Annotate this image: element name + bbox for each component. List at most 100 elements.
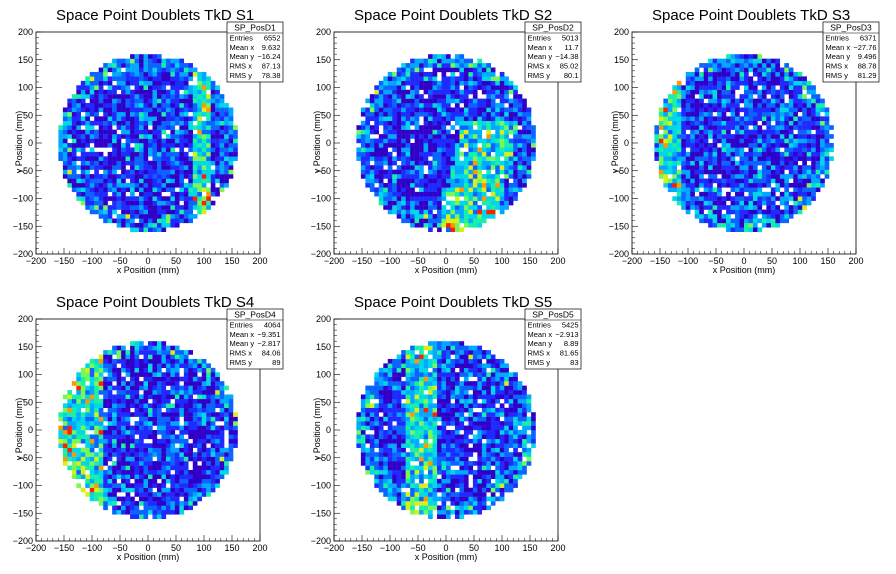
heatmap-bin [143, 71, 149, 77]
heatmap-bin [224, 147, 229, 153]
heatmap-bin [103, 200, 108, 206]
heatmap-bin [468, 178, 474, 184]
heatmap-bin [134, 187, 140, 193]
heatmap-bin [761, 94, 767, 99]
heatmap-bin [495, 107, 500, 113]
heatmap-bin [423, 80, 429, 86]
heatmap-bin [183, 394, 189, 400]
heatmap-bin [76, 425, 81, 431]
heatmap-bin [779, 129, 785, 135]
heatmap-bin [396, 147, 402, 153]
heatmap-bin [490, 209, 496, 215]
heatmap-bin [793, 174, 798, 179]
heatmap-bin [410, 174, 415, 179]
heatmap-bin [378, 196, 384, 201]
heatmap-bin [143, 160, 149, 166]
heatmap-bin [699, 205, 704, 210]
heatmap-bin [174, 80, 180, 86]
heatmap-bin [107, 474, 113, 480]
heatmap-bin [806, 151, 812, 157]
heatmap-bin [161, 129, 167, 135]
heatmap-bin [183, 443, 189, 448]
heatmap-bin [730, 174, 736, 179]
heatmap-bin [197, 182, 202, 188]
heatmap-bin [703, 187, 709, 193]
heatmap-bin [748, 67, 754, 73]
heatmap-bin [477, 147, 483, 153]
heatmap-bin [224, 169, 229, 175]
heatmap-bin [410, 209, 415, 215]
heatmap-bin [188, 165, 193, 170]
x-axis-label: x Position (mm) [415, 265, 478, 275]
heatmap-bin [708, 103, 713, 108]
heatmap-bin [672, 143, 677, 148]
heatmap-bin [161, 483, 167, 488]
heatmap-bin [824, 111, 830, 117]
heatmap-bin [735, 222, 740, 228]
heatmap-bin [112, 71, 117, 77]
heatmap-bin [450, 200, 456, 206]
heatmap-bin [779, 182, 785, 188]
heatmap-bin [143, 505, 149, 511]
heatmap-bin [233, 125, 238, 130]
heatmap-bin [116, 487, 122, 493]
heatmap-bin [802, 138, 807, 144]
heatmap-bin [761, 222, 767, 228]
heatmap-bin [188, 191, 193, 197]
heatmap-bin [183, 111, 189, 117]
heatmap-bin [206, 367, 211, 373]
heatmap-bin [748, 134, 754, 139]
heatmap-bin [712, 120, 718, 126]
heatmap-bin [441, 182, 447, 188]
heatmap-bin [233, 156, 238, 161]
heatmap-bin [374, 98, 379, 104]
heatmap-bin [383, 120, 388, 126]
heatmap-bin [459, 80, 465, 86]
heatmap-bin [94, 358, 99, 364]
heatmap-bin [156, 430, 162, 435]
heatmap-bin [752, 222, 758, 228]
heatmap-bin [94, 165, 99, 170]
heatmap-bin [761, 160, 767, 166]
heatmap-bin [174, 358, 180, 364]
heatmap-bin [454, 107, 460, 113]
heatmap-bin [89, 134, 95, 139]
heatmap-bin [206, 394, 211, 400]
heatmap-bin [504, 107, 509, 113]
heatmap-bin [432, 151, 438, 157]
heatmap-bin [161, 76, 167, 82]
heatmap-bin [459, 160, 465, 166]
heatmap-bin [770, 209, 776, 215]
heatmap-bin [788, 98, 794, 104]
heatmap-bin [454, 89, 460, 95]
heatmap-bin [441, 107, 447, 113]
heatmap-bin [369, 174, 375, 179]
heatmap-bin [472, 67, 478, 73]
heatmap-bin [152, 505, 158, 511]
heatmap-bin [103, 63, 108, 68]
heatmap-bin [201, 187, 207, 193]
heatmap-bin [681, 98, 686, 104]
heatmap-bin [152, 120, 158, 126]
heatmap-bin [526, 125, 532, 130]
heatmap-bin [744, 58, 749, 64]
heatmap-bin [481, 182, 487, 188]
heatmap-bin [726, 214, 731, 219]
heatmap-bin [356, 125, 362, 130]
heatmap-bin [468, 125, 474, 130]
heatmap-bin [143, 80, 149, 86]
heatmap-bin [387, 134, 393, 139]
heatmap-bin [383, 156, 388, 161]
heatmap-bin [761, 200, 767, 206]
heatmap-bin [125, 196, 131, 201]
heatmap-bin [450, 182, 456, 188]
heatmap-bin [67, 116, 73, 121]
heatmap-bin [188, 67, 193, 73]
heatmap-bin [441, 80, 447, 86]
heatmap-bin [676, 89, 682, 95]
heatmap-bin [667, 147, 673, 153]
x-tick-label: 50 [171, 256, 181, 266]
heatmap-bin [441, 98, 447, 104]
heatmap-bin [802, 151, 807, 157]
heatmap-bin [806, 178, 812, 184]
